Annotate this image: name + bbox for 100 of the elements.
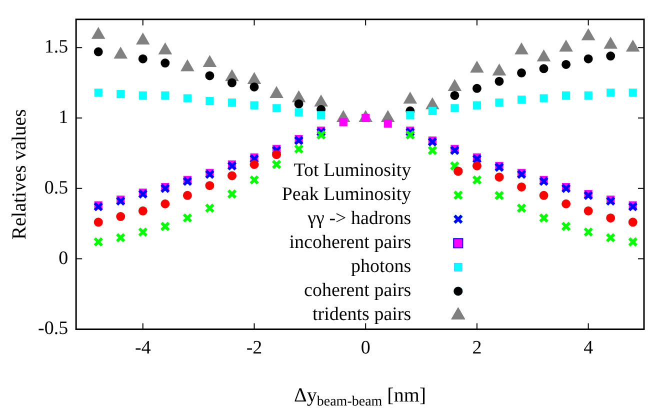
point xyxy=(94,218,103,227)
point xyxy=(116,212,126,222)
point xyxy=(272,104,281,112)
point xyxy=(494,162,504,172)
point xyxy=(93,236,104,247)
point xyxy=(250,82,259,92)
point xyxy=(272,150,282,160)
point xyxy=(314,94,328,106)
x-tick-label: 4 xyxy=(584,338,594,359)
y-tick-label: 1 xyxy=(58,106,68,128)
point xyxy=(316,130,326,140)
point xyxy=(226,160,238,171)
point xyxy=(136,33,150,45)
point xyxy=(404,92,417,104)
point xyxy=(94,88,102,97)
point xyxy=(406,111,414,120)
point xyxy=(94,47,103,56)
y-tick-label: 1.5 xyxy=(44,36,68,58)
point xyxy=(584,206,593,216)
point xyxy=(559,40,573,52)
y-tick-label: 0.5 xyxy=(44,177,68,198)
point xyxy=(339,118,348,126)
point xyxy=(584,54,593,64)
point xyxy=(227,78,236,88)
point xyxy=(160,199,170,208)
point xyxy=(250,160,259,169)
point xyxy=(138,227,148,238)
point xyxy=(228,98,236,107)
legend-label: coherent pairs xyxy=(304,280,412,302)
point xyxy=(249,174,260,185)
point xyxy=(628,236,638,247)
point xyxy=(160,221,170,232)
point xyxy=(204,169,215,180)
point xyxy=(582,28,595,40)
point xyxy=(183,94,192,102)
point xyxy=(606,88,615,97)
point xyxy=(182,190,192,200)
point xyxy=(472,161,482,170)
point xyxy=(472,154,482,164)
legend-label: Peak Luminosity xyxy=(282,184,412,206)
point xyxy=(495,98,504,107)
point xyxy=(271,159,282,170)
point xyxy=(538,212,549,223)
point xyxy=(494,190,504,200)
point xyxy=(204,203,215,214)
x-tick-label: 0 xyxy=(360,338,370,359)
point xyxy=(583,227,594,238)
point xyxy=(182,212,192,223)
point xyxy=(539,64,548,74)
point xyxy=(182,176,192,186)
point xyxy=(606,232,616,243)
point xyxy=(161,91,170,100)
point xyxy=(116,232,126,243)
point xyxy=(180,60,194,72)
point xyxy=(494,76,504,86)
point xyxy=(138,206,148,216)
point xyxy=(116,196,126,206)
point xyxy=(628,218,638,227)
point xyxy=(472,101,481,110)
point xyxy=(562,199,571,208)
point xyxy=(294,99,304,108)
point xyxy=(562,91,570,100)
point xyxy=(116,90,125,98)
point xyxy=(138,188,148,200)
point xyxy=(226,188,238,200)
point xyxy=(517,68,526,78)
point xyxy=(514,42,528,54)
point xyxy=(428,106,436,115)
point xyxy=(450,145,460,156)
point xyxy=(427,145,438,156)
point xyxy=(92,27,105,39)
point xyxy=(203,56,216,68)
point xyxy=(538,176,549,186)
legend-label: tridents pairs xyxy=(312,304,412,326)
point xyxy=(604,37,618,49)
point xyxy=(294,144,304,154)
point xyxy=(628,88,637,97)
point xyxy=(158,42,172,54)
point xyxy=(492,64,506,76)
x-tick-label: 2 xyxy=(472,338,482,359)
point xyxy=(517,96,526,104)
point xyxy=(517,182,526,192)
y-tick-label: -0.5 xyxy=(38,318,68,340)
point xyxy=(584,91,592,100)
point xyxy=(539,190,548,200)
point xyxy=(450,160,460,171)
legend-label: incoherent pairs xyxy=(289,232,412,254)
point xyxy=(540,94,548,102)
point xyxy=(294,135,304,146)
point xyxy=(606,213,616,222)
y-tick-label: 0 xyxy=(58,248,68,269)
point xyxy=(472,174,482,185)
point xyxy=(516,169,527,180)
point xyxy=(250,101,258,110)
point xyxy=(448,79,462,91)
point xyxy=(472,84,482,93)
point xyxy=(450,90,460,100)
point xyxy=(248,72,261,84)
point xyxy=(205,181,214,190)
legend-label: photons xyxy=(350,256,412,278)
